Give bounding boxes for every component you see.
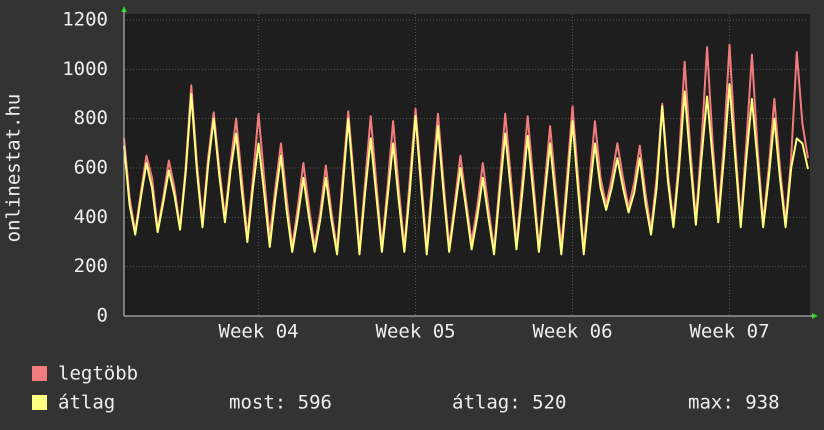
legend-label: legtöbb — [58, 363, 138, 385]
x-tick-label: Week 06 — [532, 321, 612, 343]
legend-stat: átlag: 520 — [452, 392, 566, 414]
x-tick-label: Week 07 — [689, 321, 769, 343]
legend-swatch — [32, 395, 47, 410]
y-tick-label: 1200 — [62, 9, 108, 31]
y-tick-label: 800 — [74, 107, 108, 129]
x-tick-label: Week 05 — [376, 321, 456, 343]
y-axis-label: onlinestat.hu — [3, 94, 25, 243]
y-tick-label: 200 — [74, 255, 108, 277]
x-tick-label: Week 04 — [219, 321, 299, 343]
y-tick-label: 1000 — [62, 58, 108, 80]
axis-arrow — [121, 6, 127, 12]
legend-swatch — [32, 366, 47, 381]
y-tick-label: 0 — [97, 305, 108, 327]
legend-label: átlag — [58, 392, 115, 414]
y-tick-label: 600 — [74, 157, 108, 179]
legend-stat: most: 596 — [229, 392, 332, 414]
y-tick-label: 400 — [74, 206, 108, 228]
legend-stat: max: 938 — [688, 392, 780, 414]
axis-arrow — [812, 313, 818, 319]
line — [123, 83, 809, 256]
